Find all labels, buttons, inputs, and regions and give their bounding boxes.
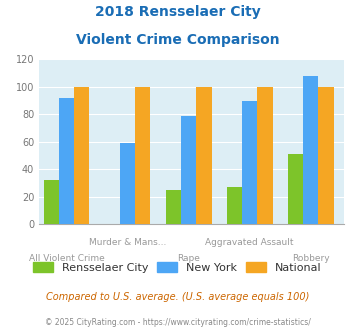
Bar	[44, 181, 59, 224]
Bar	[74, 87, 89, 224]
Text: Rape: Rape	[177, 254, 200, 263]
Text: Aggravated Assault: Aggravated Assault	[206, 238, 294, 247]
Bar	[120, 143, 135, 224]
Text: 2018 Rensselaer City: 2018 Rensselaer City	[95, 5, 260, 19]
Text: © 2025 CityRating.com - https://www.cityrating.com/crime-statistics/: © 2025 CityRating.com - https://www.city…	[45, 318, 310, 327]
Bar	[288, 154, 303, 224]
Legend: Rensselaer City, New York, National: Rensselaer City, New York, National	[29, 258, 326, 278]
Text: All Violent Crime: All Violent Crime	[29, 254, 104, 263]
Bar	[166, 190, 181, 224]
Bar	[303, 76, 318, 224]
Text: Compared to U.S. average. (U.S. average equals 100): Compared to U.S. average. (U.S. average …	[46, 292, 309, 302]
Bar	[242, 101, 257, 224]
Bar	[135, 87, 151, 224]
Bar	[257, 87, 273, 224]
Text: Violent Crime Comparison: Violent Crime Comparison	[76, 33, 279, 47]
Bar	[181, 116, 196, 224]
Bar	[59, 98, 74, 224]
Text: Murder & Mans...: Murder & Mans...	[89, 238, 166, 247]
Bar	[227, 187, 242, 224]
Bar	[318, 87, 334, 224]
Bar	[196, 87, 212, 224]
Text: Robbery: Robbery	[292, 254, 329, 263]
